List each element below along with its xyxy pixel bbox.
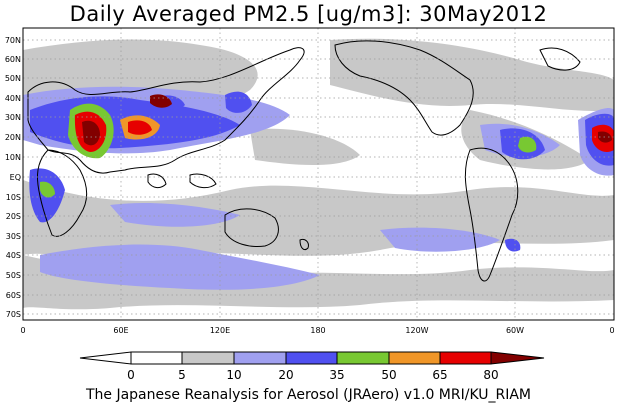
colorbar-swatch bbox=[285, 351, 338, 365]
colorbar-swatch bbox=[336, 351, 390, 365]
concentration-field bbox=[23, 38, 614, 310]
colorbar-swatch bbox=[388, 351, 441, 365]
colorbar-swatch bbox=[233, 351, 287, 365]
lon-label: 180 bbox=[310, 326, 325, 335]
lat-label: 30N bbox=[5, 113, 21, 122]
lat-label: 20S bbox=[6, 212, 21, 221]
colorbar-label: 80 bbox=[483, 368, 498, 382]
lat-label: 10S bbox=[6, 193, 21, 202]
colorbar-swatch bbox=[181, 351, 235, 365]
footer-credit: The Japanese Reanalysis for Aerosol (JRA… bbox=[85, 387, 532, 403]
lon-label: 0 bbox=[20, 326, 25, 335]
longitude-labels: 0 60E 120E 180 120W 60W 0 bbox=[20, 326, 614, 335]
lat-label: 40S bbox=[6, 251, 21, 260]
map-title: Daily Averaged PM2.5 [ug/m3]: 30May2012 bbox=[69, 2, 548, 26]
colorbar-left-arrow bbox=[79, 351, 132, 365]
lat-label: 20N bbox=[5, 133, 21, 142]
colorbar-swatch bbox=[439, 351, 492, 365]
lat-label: 40N bbox=[5, 94, 21, 103]
lat-label: 70N bbox=[5, 36, 21, 45]
lat-label: 10N bbox=[5, 153, 21, 162]
colorbar-right-arrow bbox=[490, 351, 545, 365]
colorbar-label: 35 bbox=[329, 368, 344, 382]
lon-label: 60E bbox=[113, 326, 128, 335]
latitude-labels: 70N 60N 50N 40N 30N 20N 10N EQ 10S 20S 3… bbox=[5, 36, 21, 319]
lat-label: 60S bbox=[6, 291, 21, 300]
lon-label: 60W bbox=[506, 326, 524, 335]
colorbar-label: 5 bbox=[178, 368, 186, 382]
lat-label: 50N bbox=[5, 74, 21, 83]
graticule bbox=[23, 28, 614, 320]
colorbar-label: 0 bbox=[127, 368, 135, 382]
coastlines bbox=[27, 40, 581, 282]
colorbar: 0 5 10 20 35 50 65 80 bbox=[79, 351, 545, 382]
lon-label: 0 bbox=[609, 326, 614, 335]
colorbar-swatch bbox=[130, 351, 183, 365]
colorbar-label: 10 bbox=[226, 368, 241, 382]
lat-label: 50S bbox=[6, 271, 21, 280]
lon-label: 120E bbox=[210, 326, 230, 335]
lat-label: 70S bbox=[6, 310, 21, 319]
colorbar-label: 20 bbox=[278, 368, 293, 382]
lat-label: 30S bbox=[6, 232, 21, 241]
colorbar-label: 65 bbox=[432, 368, 447, 382]
lon-label: 120W bbox=[405, 326, 428, 335]
colorbar-label: 50 bbox=[381, 368, 396, 382]
lat-label: EQ bbox=[10, 173, 21, 182]
lat-label: 60N bbox=[5, 55, 21, 64]
map-area bbox=[22, 27, 615, 321]
